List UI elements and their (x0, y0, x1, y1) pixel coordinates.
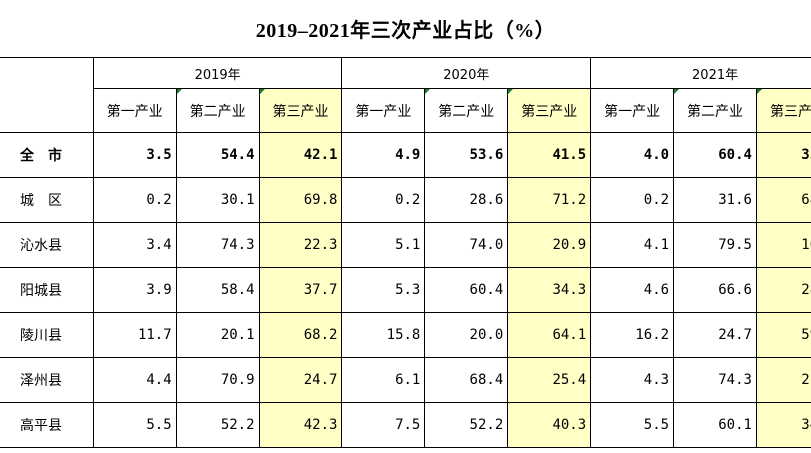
sector-header: 第二产业 (175, 88, 260, 133)
value-cell: 30.1 (175, 177, 260, 223)
value-cell: 59.1 (755, 312, 811, 358)
value-cell: 40.3 (507, 402, 592, 448)
value-cell: 74.3 (175, 222, 260, 268)
sector-header: 第二产业 (673, 88, 757, 133)
value-cell: 4.1 (590, 222, 675, 268)
value-cell: 3.9 (92, 267, 177, 313)
value-cell: 58.4 (175, 267, 260, 313)
sector-header: 第一产业 (341, 88, 426, 133)
value-cell: 22.3 (258, 222, 343, 268)
value-cell: 4.3 (590, 357, 675, 403)
value-cell: 16.4 (755, 222, 811, 268)
industry-share-table: 2019年 2020年 2021年 第一产业 第二产业 第三产业 第一产业 第二… (0, 57, 811, 448)
value-cell: 28.6 (424, 177, 509, 223)
sector-header: 第一产业 (590, 88, 675, 133)
value-cell: 11.7 (92, 312, 177, 358)
value-cell: 24.7 (673, 312, 757, 358)
value-cell: 3.4 (92, 222, 177, 268)
value-cell: 74.0 (424, 222, 509, 268)
value-cell: 70.9 (175, 357, 260, 403)
value-cell: 71.2 (507, 177, 592, 223)
value-cell: 37.7 (258, 267, 343, 313)
year-header: 2021年 (590, 57, 811, 89)
sector-header: 第三产业 (507, 88, 592, 133)
value-cell: 4.6 (590, 267, 675, 313)
sector-header: 第二产业 (424, 88, 509, 133)
value-cell: 20.9 (507, 222, 592, 268)
value-cell: 68.4 (424, 357, 509, 403)
value-cell: 42.3 (258, 402, 343, 448)
value-cell: 66.6 (673, 267, 757, 313)
value-cell: 0.2 (92, 177, 177, 223)
value-cell: 4.0 (590, 132, 675, 178)
region-label: 全 市 (0, 132, 94, 178)
value-cell: 69.8 (258, 177, 343, 223)
value-cell: 52.2 (424, 402, 509, 448)
value-cell: 60.4 (673, 132, 757, 178)
sector-header: 第一产业 (92, 88, 177, 133)
value-cell: 54.4 (175, 132, 260, 178)
value-cell: 5.3 (341, 267, 426, 313)
region-label: 陵川县 (0, 312, 94, 358)
value-cell: 21.4 (755, 357, 811, 403)
year-header: 2020年 (341, 57, 592, 89)
value-cell: 64.1 (507, 312, 592, 358)
value-cell: 0.2 (341, 177, 426, 223)
value-cell: 4.4 (92, 357, 177, 403)
value-cell: 5.5 (92, 402, 177, 448)
value-cell: 25.4 (507, 357, 592, 403)
region-label: 城 区 (0, 177, 94, 223)
value-cell: 42.1 (258, 132, 343, 178)
value-cell: 5.5 (590, 402, 675, 448)
value-cell: 74.3 (673, 357, 757, 403)
value-cell: 16.2 (590, 312, 675, 358)
table-row: 全 市3.554.442.14.953.641.54.060.435.6 (0, 132, 811, 178)
value-cell: 31.6 (673, 177, 757, 223)
table-row: 城 区0.230.169.80.228.671.20.231.668.3 (0, 177, 811, 223)
sector-header: 第三产业 (755, 88, 811, 133)
region-label: 阳城县 (0, 267, 94, 313)
value-cell: 0.2 (590, 177, 675, 223)
value-cell: 5.1 (341, 222, 426, 268)
value-cell: 52.2 (175, 402, 260, 448)
value-cell: 68.2 (258, 312, 343, 358)
value-cell: 68.3 (755, 177, 811, 223)
value-cell: 7.5 (341, 402, 426, 448)
value-cell: 3.5 (92, 132, 177, 178)
value-cell: 34.4 (755, 402, 811, 448)
value-cell: 4.9 (341, 132, 426, 178)
region-label: 泽州县 (0, 357, 94, 403)
value-cell: 41.5 (507, 132, 592, 178)
year-header: 2019年 (92, 57, 343, 89)
sector-header: 第三产业 (258, 88, 343, 133)
value-cell: 6.1 (341, 357, 426, 403)
region-label: 高平县 (0, 402, 94, 448)
value-cell: 20.0 (424, 312, 509, 358)
region-label: 沁水县 (0, 222, 94, 268)
value-cell: 20.1 (175, 312, 260, 358)
value-cell: 79.5 (673, 222, 757, 268)
year-header-row: 2019年 2020年 2021年 (0, 57, 811, 133)
value-cell: 28.8 (755, 267, 811, 313)
sector-header-row: 第一产业 第二产业 第三产业 第一产业 第二产业 第三产业 第一产业 第二产业 … (0, 88, 811, 133)
value-cell: 60.1 (673, 402, 757, 448)
value-cell: 34.3 (507, 267, 592, 313)
value-cell: 24.7 (258, 357, 343, 403)
page-title: 2019–2021年三次产业占比（%） (255, 20, 556, 42)
value-cell: 60.4 (424, 267, 509, 313)
value-cell: 53.6 (424, 132, 509, 178)
corner-cell (0, 57, 94, 133)
value-cell: 35.6 (755, 132, 811, 178)
value-cell: 15.8 (341, 312, 426, 358)
